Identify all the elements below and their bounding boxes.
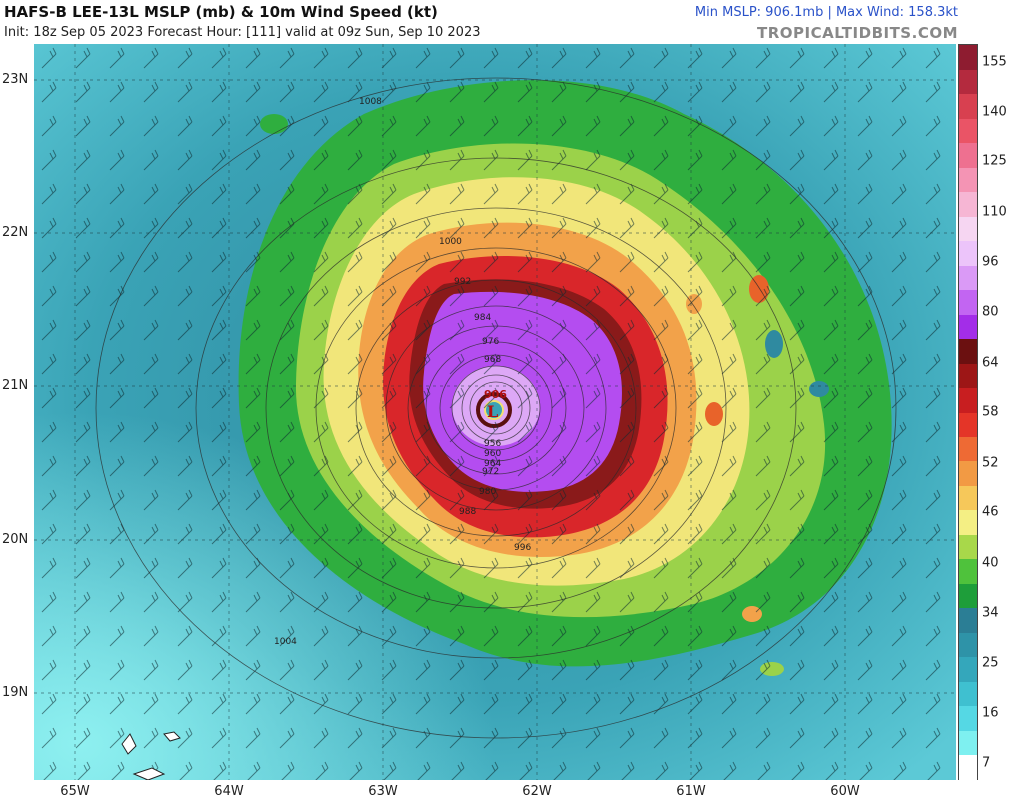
colorbar-segment — [959, 216, 977, 242]
colorbar-segment — [959, 45, 977, 70]
colorbar-segment — [959, 705, 977, 731]
colorbar-tick: 96 — [982, 254, 999, 270]
lon-label-62w: 62W — [522, 784, 552, 799]
colorbar-segment — [959, 142, 977, 168]
wind-barbs — [34, 44, 956, 780]
isobar-label: 988 — [459, 507, 476, 517]
isobar-label: 960 — [484, 449, 501, 459]
isobar-label: 1000 — [439, 237, 462, 247]
lat-label-20n: 20N — [2, 532, 29, 547]
lat-label-23n: 23N — [2, 72, 29, 87]
colorbar-tick: 58 — [982, 404, 999, 420]
colorbar-tick: 64 — [982, 355, 999, 371]
colorbar-segment — [959, 338, 977, 364]
colorbar-segment — [959, 583, 977, 609]
colorbar-tick: 155 — [982, 54, 1007, 70]
isobar-label: 1004 — [274, 637, 297, 647]
colorbar-segment — [959, 632, 977, 658]
wind-speed-map: 1008 1004 1000 996 992 988 984 980 976 9… — [34, 44, 956, 780]
colorbar-tick: 25 — [982, 655, 999, 671]
colorbar-segment — [959, 485, 977, 511]
colorbar-segment — [959, 681, 977, 707]
isobar-label: 972 — [482, 467, 499, 477]
colorbar-segment — [959, 730, 977, 756]
colorbar-segment — [959, 191, 977, 217]
colorbar-segment — [959, 118, 977, 144]
isobar-label: 980 — [479, 487, 496, 497]
lat-label-19n: 19N — [2, 685, 29, 700]
island-landmass — [121, 731, 181, 780]
colorbar-tick: 110 — [982, 204, 1007, 220]
lon-label-63w: 63W — [368, 784, 398, 799]
brand-watermark: TROPICALTIDBITS.COM — [757, 24, 958, 42]
lon-label-60w: 60W — [830, 784, 860, 799]
colorbar-tick: 40 — [982, 555, 999, 571]
colorbar-segment — [959, 265, 977, 291]
colorbar-tick: 16 — [982, 705, 999, 721]
colorbar-segment — [959, 534, 977, 560]
colorbar-segment — [959, 607, 977, 633]
wind-speed-colorbar — [958, 44, 978, 780]
isobar-label: 1008 — [359, 97, 382, 107]
colorbar-tick: 46 — [982, 504, 999, 520]
lat-label-21n: 21N — [2, 378, 29, 393]
colorbar-segment — [959, 656, 977, 682]
map-canvas: 1008 1004 1000 996 992 988 984 980 976 9… — [34, 44, 956, 780]
isobars — [95, 77, 897, 739]
colorbar-segment — [959, 509, 977, 535]
colorbar-segment — [959, 460, 977, 486]
isobar-label: 968 — [484, 355, 501, 365]
center-pressure-label: 906 — [484, 388, 507, 401]
colorbar-segment — [959, 412, 977, 437]
colorbar-segment — [959, 754, 977, 780]
colorbar-tick: 7 — [982, 755, 991, 771]
lon-label-61w: 61W — [676, 784, 706, 799]
colorbar-tick: 52 — [982, 455, 999, 471]
colorbar-segment — [959, 436, 977, 462]
colorbar-tick: 34 — [982, 605, 999, 621]
isobar-label: 996 — [514, 543, 531, 553]
colorbar-tick: 80 — [982, 304, 999, 320]
colorbar-tick: 140 — [982, 104, 1007, 120]
lon-label-64w: 64W — [214, 784, 244, 799]
colorbar-segment — [959, 314, 977, 340]
colorbar-segment — [959, 289, 977, 315]
colorbar-tick: 125 — [982, 153, 1007, 169]
isobar-label: 964 — [484, 459, 501, 469]
map-subtitle: Init: 18z Sep 05 2023 Forecast Hour: [11… — [4, 25, 481, 40]
isobar-label: 984 — [474, 313, 491, 323]
isobar-label: 956 — [484, 439, 501, 449]
colorbar-segment — [959, 363, 977, 389]
lat-label-22n: 22N — [2, 225, 29, 240]
colorbar-segment — [959, 93, 977, 119]
storm-stats: Min MSLP: 906.1mb | Max Wind: 158.3kt — [694, 5, 958, 20]
colorbar-segment — [959, 240, 977, 266]
colorbar-segment — [959, 167, 977, 193]
isobar-label: 976 — [482, 337, 499, 347]
colorbar-segment — [959, 558, 977, 584]
isobar-label: 992 — [454, 277, 471, 287]
map-title: HAFS-B LEE-13L MSLP (mb) & 10m Wind Spee… — [4, 3, 438, 21]
lon-label-65w: 65W — [60, 784, 90, 799]
colorbar-segment — [959, 387, 977, 413]
low-pressure-marker: L — [487, 402, 498, 421]
colorbar-segment — [959, 69, 977, 95]
